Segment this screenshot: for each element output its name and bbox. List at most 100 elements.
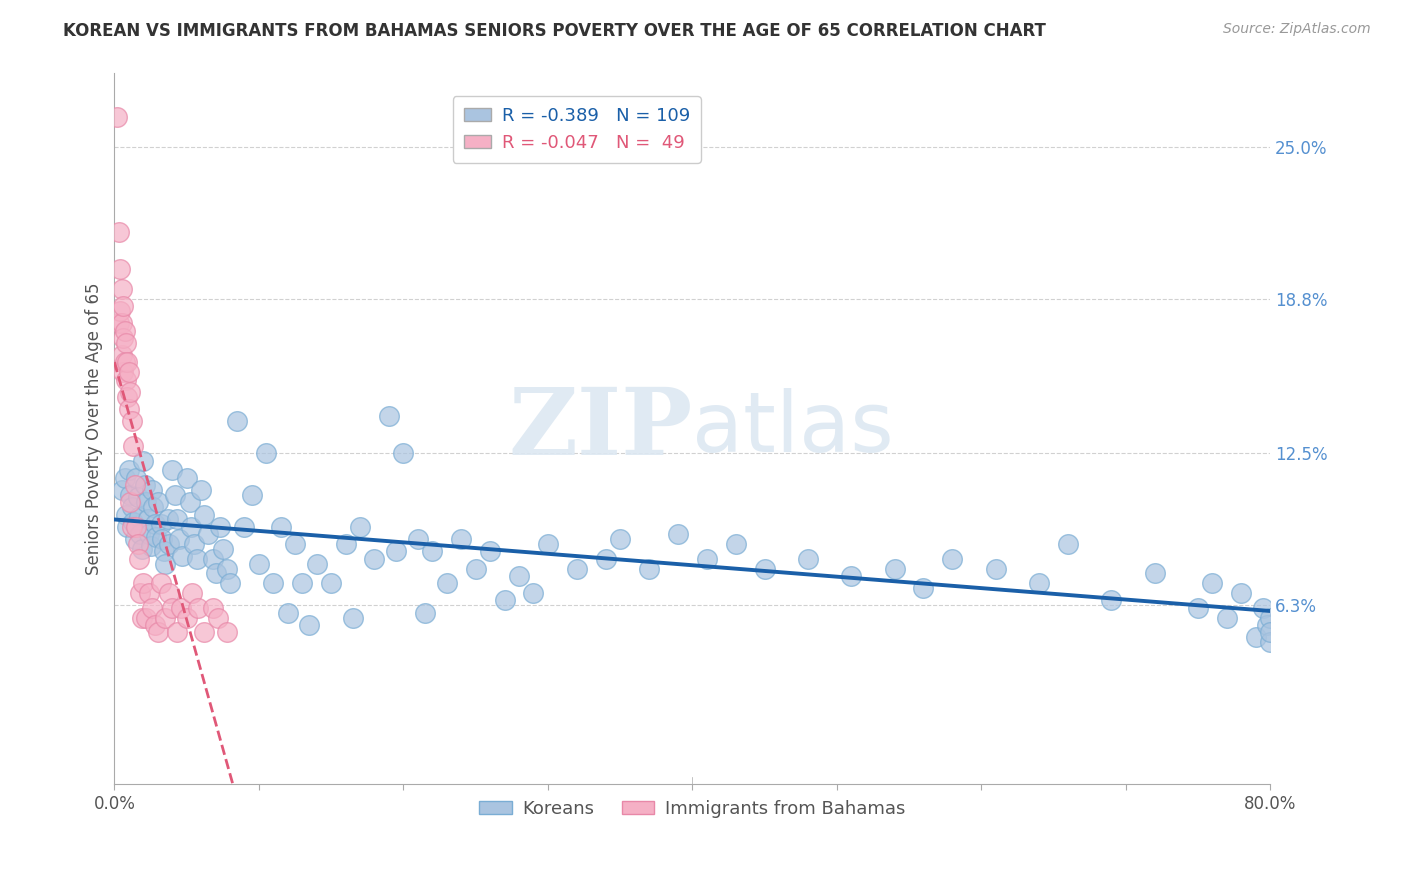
Point — [160, 463, 183, 477]
Point — [797, 551, 820, 566]
Point — [149, 517, 172, 532]
Point — [138, 527, 160, 541]
Point — [179, 495, 201, 509]
Point — [125, 471, 148, 485]
Point — [609, 532, 631, 546]
Point — [121, 520, 143, 534]
Point — [120, 495, 142, 509]
Point — [321, 576, 343, 591]
Text: atlas: atlas — [692, 388, 894, 469]
Point — [392, 446, 415, 460]
Point — [150, 532, 173, 546]
Point — [522, 586, 544, 600]
Point — [111, 282, 134, 296]
Point — [254, 446, 277, 460]
Point — [129, 586, 152, 600]
Point — [183, 537, 205, 551]
Point — [166, 625, 188, 640]
Point — [754, 561, 776, 575]
Point — [1258, 625, 1281, 640]
Point — [378, 409, 401, 424]
Point — [305, 557, 328, 571]
Point — [124, 532, 146, 546]
Point — [262, 576, 284, 591]
Point — [108, 262, 131, 277]
Point — [152, 544, 174, 558]
Point — [363, 551, 385, 566]
Point — [1216, 610, 1239, 624]
Point — [1187, 600, 1209, 615]
Point — [141, 483, 163, 497]
Point — [204, 566, 226, 581]
Point — [117, 390, 139, 404]
Point — [436, 576, 458, 591]
Point — [193, 508, 215, 522]
Point — [136, 512, 159, 526]
Point — [118, 402, 141, 417]
Point — [145, 530, 167, 544]
Point — [111, 348, 134, 362]
Point — [595, 551, 617, 566]
Point — [160, 600, 183, 615]
Point — [135, 610, 157, 624]
Text: KOREAN VS IMMIGRANTS FROM BAHAMAS SENIORS POVERTY OVER THE AGE OF 65 CORRELATION: KOREAN VS IMMIGRANTS FROM BAHAMAS SENIOR… — [63, 22, 1046, 40]
Point — [420, 544, 443, 558]
Point — [166, 512, 188, 526]
Point — [984, 561, 1007, 575]
Point — [143, 517, 166, 532]
Point — [277, 606, 299, 620]
Legend: Koreans, Immigrants from Bahamas: Koreans, Immigrants from Bahamas — [472, 793, 912, 825]
Point — [142, 500, 165, 515]
Point — [181, 586, 204, 600]
Point — [120, 384, 142, 399]
Point — [1057, 537, 1080, 551]
Point — [450, 532, 472, 546]
Point — [128, 551, 150, 566]
Point — [270, 520, 292, 534]
Point — [1251, 600, 1274, 615]
Point — [284, 537, 307, 551]
Point — [724, 537, 747, 551]
Point — [1143, 566, 1166, 581]
Point — [125, 520, 148, 534]
Point — [219, 576, 242, 591]
Y-axis label: Seniors Poverty Over the Age of 65: Seniors Poverty Over the Age of 65 — [86, 283, 103, 575]
Point — [169, 532, 191, 546]
Point — [131, 541, 153, 556]
Text: Source: ZipAtlas.com: Source: ZipAtlas.com — [1223, 22, 1371, 37]
Point — [247, 557, 270, 571]
Point — [111, 316, 134, 330]
Point — [180, 520, 202, 534]
Point — [291, 576, 314, 591]
Point — [165, 488, 187, 502]
Point — [120, 488, 142, 502]
Point — [129, 527, 152, 541]
Point — [124, 478, 146, 492]
Point — [121, 500, 143, 515]
Point — [108, 304, 131, 318]
Point — [839, 569, 862, 583]
Point — [1244, 630, 1267, 644]
Point — [112, 331, 135, 345]
Point — [1258, 610, 1281, 624]
Point — [115, 335, 138, 350]
Point — [131, 610, 153, 624]
Point — [190, 483, 212, 497]
Point — [211, 541, 233, 556]
Point — [201, 551, 224, 566]
Point — [135, 495, 157, 509]
Point — [156, 512, 179, 526]
Point — [349, 520, 371, 534]
Point — [385, 544, 408, 558]
Point — [508, 569, 530, 583]
Point — [941, 551, 963, 566]
Point — [118, 463, 141, 477]
Point — [226, 414, 249, 428]
Point — [537, 537, 560, 551]
Point — [112, 299, 135, 313]
Point — [117, 355, 139, 369]
Point — [121, 414, 143, 428]
Point — [197, 527, 219, 541]
Point — [1028, 576, 1050, 591]
Point — [143, 618, 166, 632]
